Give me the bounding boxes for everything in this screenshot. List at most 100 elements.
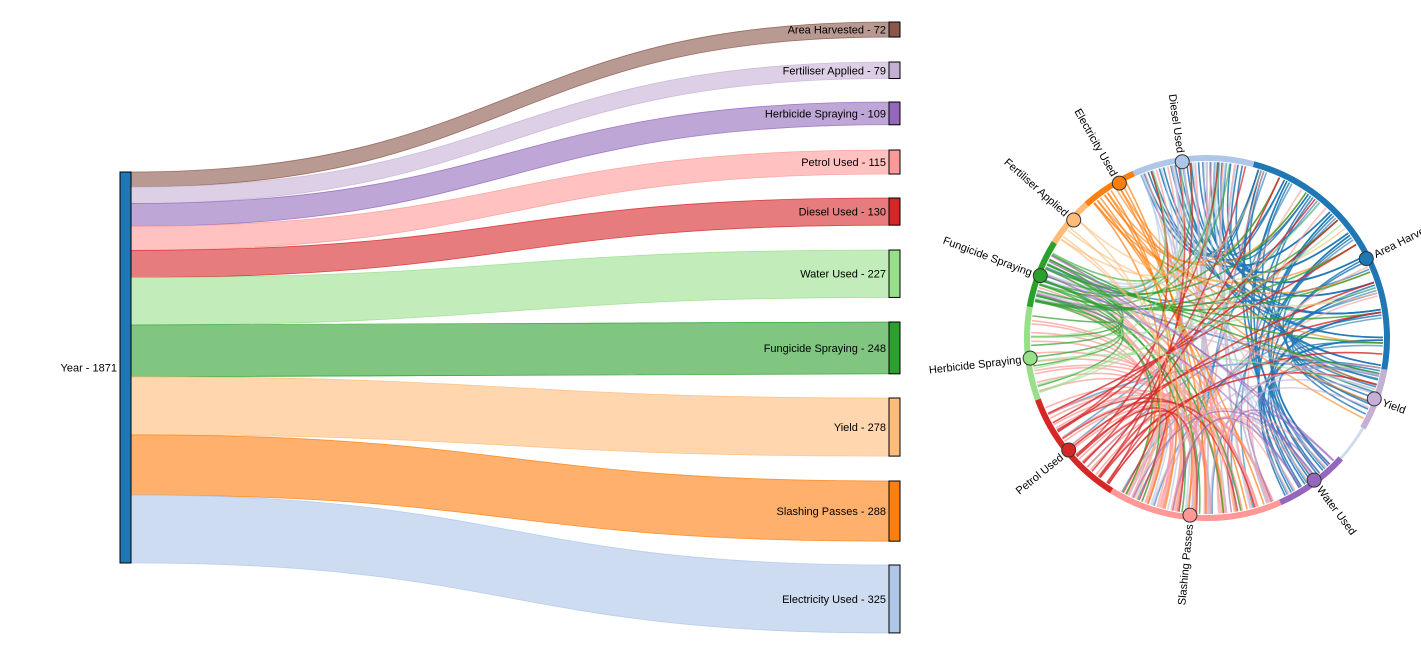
chord-label-diesel-used: Diesel Used [1166, 93, 1186, 153]
chord-ribbon-electricity-used-to-yield [1093, 202, 1364, 420]
chord-ribbon-slashing-passes-to-diesel-used [1126, 162, 1213, 496]
chord-ribbon-fertiliser-applied-to-area-harvested [1067, 229, 1378, 308]
chord-ribbon-fungicide-spraying-to-diesel-used [1039, 162, 1193, 298]
chord-ribbon-fungicide-spraying-to-slashing-passes [1038, 284, 1201, 514]
chord-ribbon-yield-to-slashing-passes [1251, 367, 1380, 504]
chord-ribbon-yield-to-slashing-passes [1151, 379, 1375, 506]
chord-ribbon-petrol-used-to-area-harvested [1069, 311, 1382, 450]
chord-ribbon-petrol-used-to-slashing-passes [1097, 410, 1161, 494]
chord-ribbon-herbicide-spraying-to-area-harvested [1037, 223, 1342, 386]
chord-ribbon-fertiliser-applied-to-area-harvested [1060, 170, 1262, 277]
chord-ribbon-petrol-used-to-area-harvested [1091, 177, 1281, 472]
chord-node-herbicide-spraying [1022, 350, 1038, 366]
chord-node-area-harvested [1358, 251, 1374, 267]
chord-label-petrol-used: Petrol Used [1014, 452, 1066, 498]
chord-ribbon-petrol-used-to-area-harvested [1099, 372, 1378, 479]
sankey-node-slashing-passes [888, 480, 901, 542]
chord-ribbon-fungicide-spraying-to-area-harvested [1051, 254, 1380, 375]
chord-ribbon-yield-to-fungicide-spraying [1036, 292, 1376, 391]
chord-ribbon-area-harvested-to-water-used [1257, 234, 1351, 495]
chord-ribbon-herbicide-spraying-to-diesel-used [1031, 170, 1167, 338]
chord-label-herbicide-spraying: Herbicide Spraying [928, 354, 1022, 376]
sankey-node-fungicide-spraying [888, 321, 901, 375]
chord-ribbon-yield-to-fungicide-spraying [1042, 272, 1380, 376]
chord-ribbon-fertiliser-applied-to-slashing-passes [1076, 218, 1162, 500]
chord-label-water-used: Water Used [1314, 484, 1358, 537]
sankey-node-area-harvested [888, 21, 901, 38]
chord-ribbon-water-used-to-slashing-passes [1171, 417, 1301, 511]
sankey-label-electricity-used: Electricity Used - 325 [782, 594, 886, 606]
chord-ribbon-fertiliser-applied-to-area-harvested [1076, 218, 1346, 282]
chord-node-diesel-used [1174, 154, 1190, 170]
chord-node-water-used [1306, 472, 1322, 488]
chord-node-petrol-used [1061, 442, 1077, 458]
sankey-label-fertiliser-applied: Fertiliser Applied - 79 [783, 65, 886, 77]
sankey-node-electricity-used [888, 564, 901, 634]
sankey-links [130, 21, 890, 634]
sankey-node-diesel-used [888, 197, 901, 226]
sankey-label-diesel-used: Diesel Used - 130 [799, 207, 886, 219]
sankey-label-area-harvested: Area Harvested - 72 [788, 25, 886, 37]
chord-ribbon-petrol-used-to-slashing-passes [1106, 413, 1168, 501]
sankey-node-herbicide-spraying [888, 101, 901, 126]
chord-ribbon-area-harvested-to-diesel-used [1230, 164, 1310, 261]
sankey-label-year: Year - 1871 [61, 363, 117, 375]
chord-ribbon-herbicide-spraying-to-diesel-used [1033, 163, 1185, 370]
chord-arcs [1022, 154, 1390, 523]
chord-ribbon-fungicide-spraying-to-area-harvested [1034, 219, 1339, 311]
sankey-node-petrol-used [888, 149, 901, 175]
chord-label-fertiliser-applied: Fertiliser Applied [1001, 156, 1070, 219]
chord-ribbon-petrol-used-to-diesel-used [1082, 166, 1247, 465]
chord-ribbon-water-used-to-slashing-passes [1226, 409, 1334, 513]
chord-node-fungicide-spraying [1032, 268, 1048, 284]
sankey-label-herbicide-spraying: Herbicide Spraying - 109 [765, 108, 886, 120]
chord-node-yield [1366, 391, 1382, 407]
chord-label-electricity-used: Electricity Used [1072, 107, 1120, 179]
sankey-label-water-used: Water Used - 227 [800, 269, 886, 281]
chord-ribbon-fertiliser-applied-to-slashing-passes [1069, 227, 1236, 512]
chord-ribbon-water-used-to-fungicide-spraying [1036, 293, 1301, 488]
chord-ribbon-area-harvested-to-yield [1285, 261, 1367, 415]
chord-label-fungicide-spraying: Fungicide Spraying [941, 235, 1033, 279]
sankey-node-fertiliser-applied [888, 61, 901, 80]
chord-ribbon-diesel-used-to-slashing-passes [1223, 164, 1251, 509]
chord-ribbon-herbicide-spraying-to-area-harvested [1030, 287, 1376, 339]
chord-ribbon-petrol-used-to-slashing-passes [1062, 400, 1256, 508]
chord-ribbons [1030, 161, 1384, 515]
chord-ribbon-water-used-to-slashing-passes [1246, 412, 1316, 503]
chord-diagram: Area Harvested Yield Water Used Slashing Pa… [928, 93, 1421, 605]
chord-ribbon-electricity-used-to-slashing-passes [1099, 197, 1248, 510]
sankey-label-petrol-used: Petrol Used - 115 [801, 157, 886, 169]
sankey-label-slashing-passes: Slashing Passes - 288 [777, 506, 886, 518]
sankey-diagram: Area Harvested - 72 Fertiliser Applied - … [61, 21, 901, 634]
sankey-node-year [119, 171, 132, 564]
chord-ribbon-slashing-passes-to-area-harvested [1205, 171, 1265, 515]
sankey-node-water-used [888, 249, 901, 298]
chord-ribbon-fungicide-spraying-to-area-harvested [1048, 259, 1383, 344]
chord-ribbon-electricity-used-to-area-harvested [1096, 199, 1371, 295]
chord-ribbon-herbicide-spraying-to-diesel-used [1039, 162, 1221, 393]
chord-ribbon-fertiliser-applied-to-slashing-passes [1060, 238, 1196, 514]
chord-ribbon-petrol-used-to-slashing-passes [1075, 407, 1185, 512]
sankey-labels: Area Harvested - 72 Fertiliser Applied - … [61, 25, 886, 606]
chord-ribbon-petrol-used-to-slashing-passes [1082, 410, 1198, 514]
chord-ribbon-area-harvested-to-diesel-used [1221, 162, 1286, 256]
chord-ribbon-petrol-used-to-area-harvested [1107, 351, 1383, 485]
chord-ribbon-electricity-used-to-yield [1104, 194, 1372, 403]
chord-ribbon-petrol-used-to-diesel-used [1057, 162, 1219, 432]
sankey-label-yield: Yield - 278 [834, 422, 886, 434]
chord-ribbon-electricity-used-to-area-harvested [1118, 185, 1383, 344]
chord-ribbon-diesel-used-to-slashing-passes [1181, 163, 1228, 513]
chord-label-slashing-passes: Slashing Passes [1176, 523, 1196, 606]
chord-ribbon-water-used-to-fungicide-spraying [1050, 255, 1330, 466]
chord-ribbon-herbicide-spraying-to-area-harvested [1039, 202, 1321, 394]
chord-arc-diesel-used [1132, 155, 1255, 177]
chord-ribbon-fertiliser-applied-to-slashing-passes [1062, 235, 1183, 512]
sankey-nodes [119, 21, 901, 634]
sankey-node-yield [888, 397, 901, 457]
sankey-label-fungicide-spraying: Fungicide Spraying - 248 [764, 343, 886, 355]
sankey-link-fertiliser-applied [130, 61, 890, 204]
chord-node-electricity-used [1111, 175, 1127, 191]
chord-ribbon-yield-to-slashing-passes [1209, 386, 1370, 514]
